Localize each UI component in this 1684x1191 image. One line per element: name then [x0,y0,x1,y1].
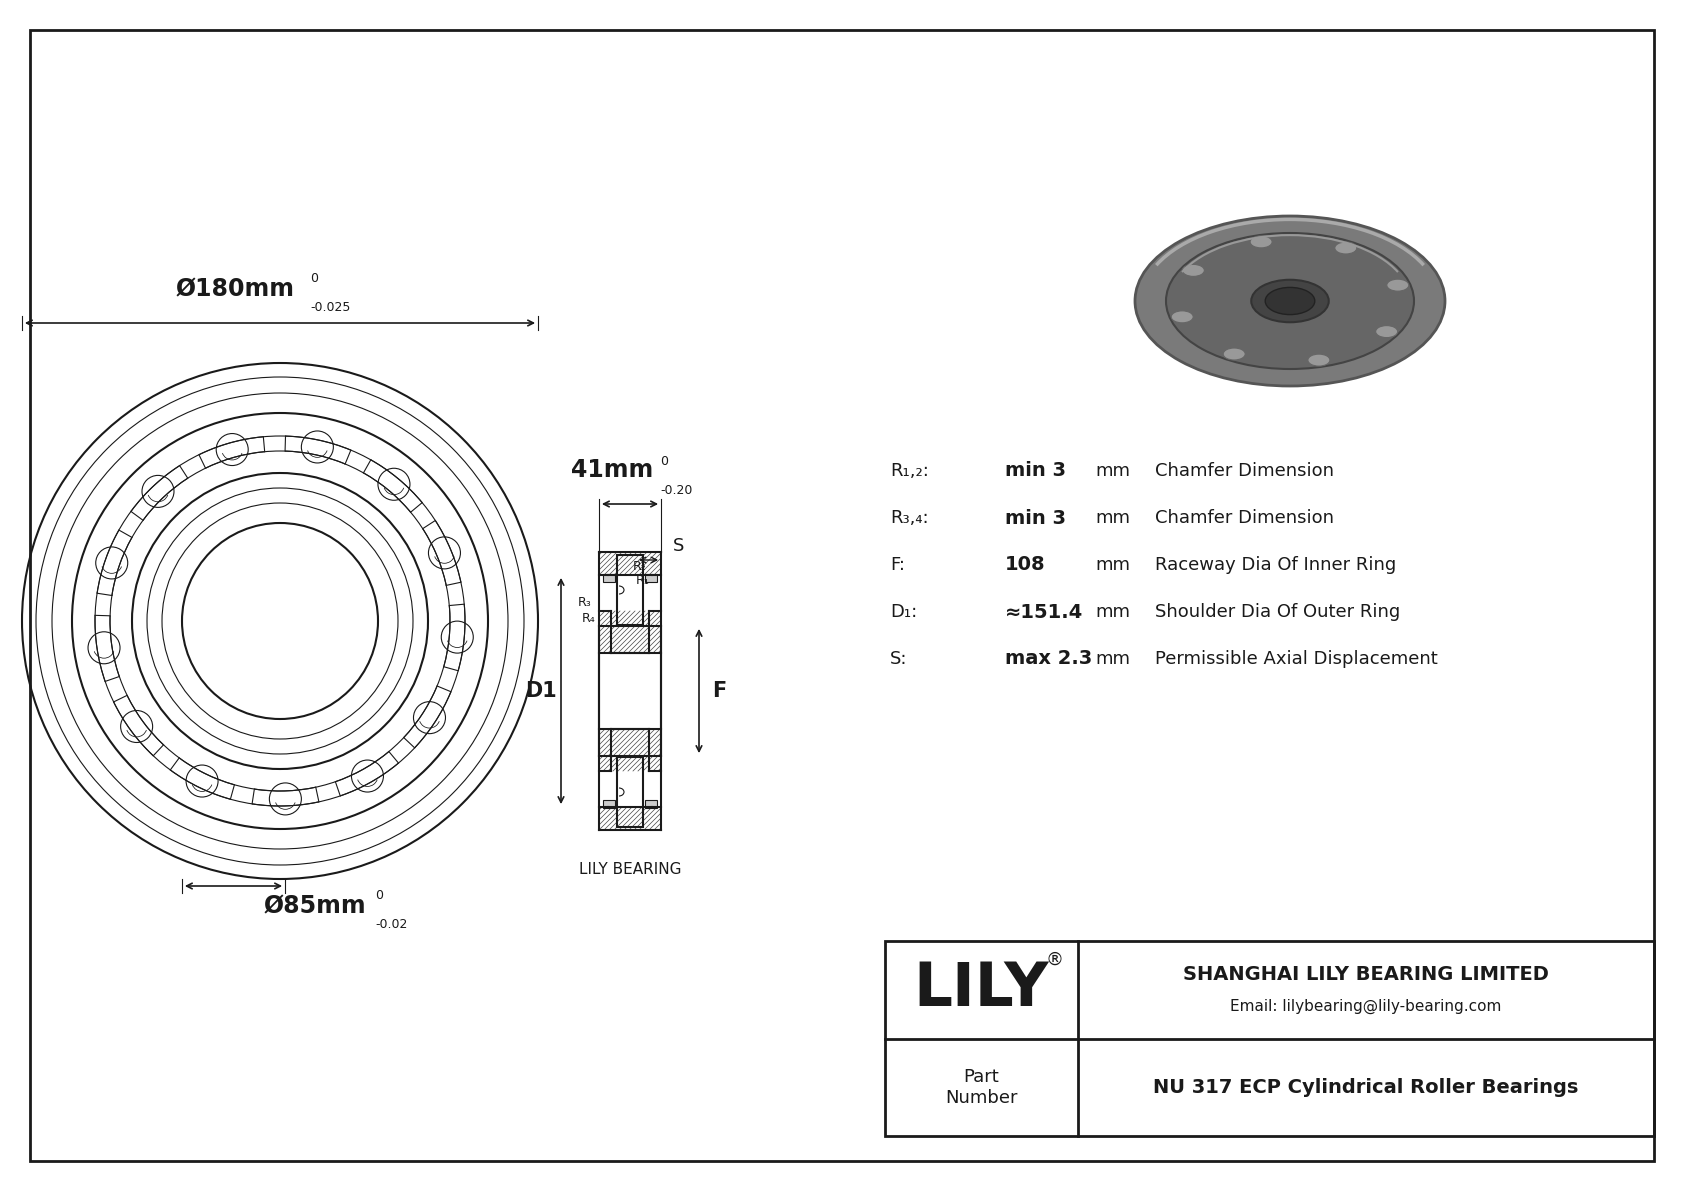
Ellipse shape [1223,348,1244,360]
Text: Chamfer Dimension: Chamfer Dimension [1155,462,1334,480]
Polygon shape [645,800,657,807]
Ellipse shape [1251,280,1329,323]
Text: ≈151.4: ≈151.4 [1005,603,1083,622]
Ellipse shape [1182,264,1204,276]
Text: mm: mm [1095,603,1130,621]
Text: 0: 0 [376,888,382,902]
Ellipse shape [1388,279,1410,291]
Text: mm: mm [1095,556,1130,574]
Ellipse shape [1265,287,1315,314]
Text: Part
Number: Part Number [945,1068,1017,1106]
Polygon shape [603,800,615,807]
Text: D1: D1 [525,681,557,701]
Text: R₃: R₃ [578,596,591,609]
Text: min 3: min 3 [1005,509,1066,528]
Ellipse shape [1376,325,1398,337]
Text: F: F [712,681,726,701]
Text: R₄: R₄ [583,612,596,625]
Text: 0: 0 [310,272,318,285]
Text: F:: F: [891,556,904,574]
Text: NU 317 ECP Cylindrical Roller Bearings: NU 317 ECP Cylindrical Roller Bearings [1154,1078,1578,1097]
Polygon shape [645,574,657,582]
Text: R₂: R₂ [633,560,647,573]
Text: mm: mm [1095,462,1130,480]
Text: Chamfer Dimension: Chamfer Dimension [1155,509,1334,526]
Text: -0.02: -0.02 [376,918,408,931]
Text: Email: lilybearing@lily-bearing.com: Email: lilybearing@lily-bearing.com [1231,998,1502,1014]
Text: S: S [674,537,684,555]
Text: R₁,₂:: R₁,₂: [891,462,930,480]
Text: R₁: R₁ [637,574,650,587]
Text: max 2.3: max 2.3 [1005,649,1093,668]
Text: mm: mm [1095,650,1130,668]
Text: ®: ® [1046,950,1064,969]
Ellipse shape [1335,242,1357,254]
Ellipse shape [1170,311,1194,323]
Text: D₁:: D₁: [891,603,918,621]
Ellipse shape [1250,236,1271,248]
Text: 108: 108 [1005,555,1046,574]
Text: mm: mm [1095,509,1130,526]
Text: Ø180mm: Ø180mm [175,278,295,301]
Ellipse shape [1135,216,1445,386]
Text: R₃,₄:: R₃,₄: [891,509,928,526]
Text: 0: 0 [660,455,669,468]
Text: LILY BEARING: LILY BEARING [579,862,682,877]
Text: LILY: LILY [914,960,1049,1019]
Text: -0.20: -0.20 [660,484,692,497]
Text: min 3: min 3 [1005,461,1066,480]
Ellipse shape [1308,354,1330,366]
Text: S:: S: [891,650,908,668]
Text: SHANGHAI LILY BEARING LIMITED: SHANGHAI LILY BEARING LIMITED [1184,966,1549,985]
Text: Shoulder Dia Of Outer Ring: Shoulder Dia Of Outer Ring [1155,603,1401,621]
Text: Ø85mm: Ø85mm [264,894,367,918]
Text: Raceway Dia Of Inner Ring: Raceway Dia Of Inner Ring [1155,556,1396,574]
Text: 41mm: 41mm [571,459,653,482]
Text: -0.025: -0.025 [310,301,350,314]
Ellipse shape [1165,233,1415,369]
Polygon shape [603,574,615,582]
Text: Permissible Axial Displacement: Permissible Axial Displacement [1155,650,1438,668]
